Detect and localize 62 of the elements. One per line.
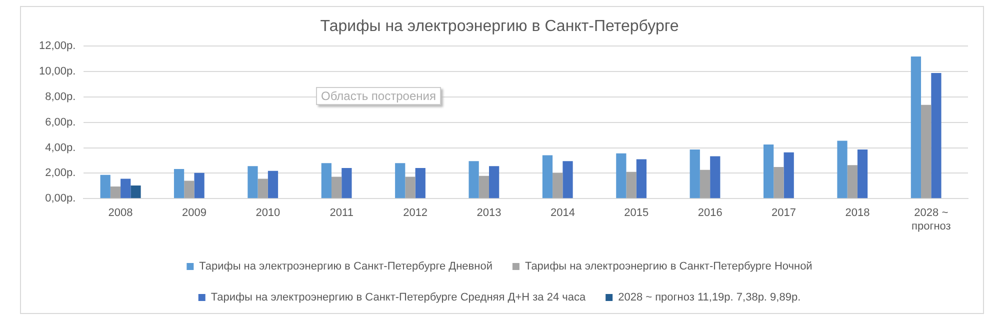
bar xyxy=(562,161,573,198)
bar xyxy=(130,186,141,198)
bar xyxy=(857,149,868,198)
y-tick-label: 4,00р. xyxy=(45,142,76,154)
legend-label: Тарифы на электроэнергию в Санкт-Петербурге Средняя Д+Н за 24 часа xyxy=(210,292,586,304)
bar xyxy=(194,172,204,198)
bar xyxy=(100,174,110,198)
bar xyxy=(321,163,332,198)
bar xyxy=(910,56,922,198)
bar xyxy=(248,166,258,198)
x-tick-label: 2017 xyxy=(772,207,796,220)
x-tick-label: 2013 xyxy=(476,207,502,220)
bar xyxy=(258,178,268,198)
bar xyxy=(120,178,131,198)
bar xyxy=(847,165,858,198)
bar xyxy=(636,159,647,198)
bar xyxy=(616,153,626,198)
x-tick-label: 2009 xyxy=(182,207,206,220)
y-tick-label: 0,00р. xyxy=(45,192,76,205)
legend-label: Тарифы на электроэнергию в Санкт-Петербурге Дневной xyxy=(199,260,492,273)
x-tick-label: 2012 xyxy=(403,207,428,220)
bar xyxy=(468,161,479,198)
y-tick-label: 2,00р. xyxy=(45,167,76,180)
bar xyxy=(405,176,416,198)
bar xyxy=(921,104,932,198)
x-tick-label: 2018 xyxy=(845,207,870,220)
bar xyxy=(268,170,278,198)
x-tick-label: 2011 xyxy=(330,207,354,220)
bar xyxy=(710,156,720,198)
bar xyxy=(626,172,636,198)
x-tick-label: 2015 xyxy=(624,207,649,220)
y-tick-label: 10,00р. xyxy=(39,66,76,78)
bar xyxy=(542,155,553,198)
bar xyxy=(415,168,426,198)
y-tick-label: 8,00р. xyxy=(45,91,76,104)
bar xyxy=(331,176,342,198)
x-tick-label: 2016 xyxy=(698,207,722,220)
bar xyxy=(700,170,710,198)
bar xyxy=(342,168,352,198)
bar xyxy=(764,144,774,198)
x-tick-label: 2008 xyxy=(108,207,133,220)
bar xyxy=(837,140,848,198)
bar xyxy=(478,176,490,198)
bar xyxy=(931,72,942,198)
chart-title: Тарифы на электроэнергию в Санкт-Петербурге xyxy=(320,18,679,36)
bar xyxy=(774,166,784,198)
bar xyxy=(489,166,500,198)
bar xyxy=(784,152,794,198)
bar xyxy=(552,172,563,198)
annotation: Область построения xyxy=(316,87,441,105)
y-tick-label: 6,00р. xyxy=(45,116,76,128)
bar xyxy=(110,186,121,198)
legend-label: 2028 ~ прогноз 11,19р. 7,38р. 9,89р. xyxy=(618,292,801,304)
bar xyxy=(184,180,194,198)
x-tick-label: 2028 ~ прогноз xyxy=(911,207,951,232)
x-tick-label: 2014 xyxy=(550,207,575,220)
bar xyxy=(174,169,184,198)
legend-label: Тарифы на электроэнергию в Санкт-Петербурге Ночной xyxy=(524,260,812,273)
x-tick-label: 2010 xyxy=(256,207,280,220)
bar xyxy=(690,149,700,198)
y-tick-label: 12,00р. xyxy=(39,40,76,52)
bar xyxy=(395,163,406,198)
